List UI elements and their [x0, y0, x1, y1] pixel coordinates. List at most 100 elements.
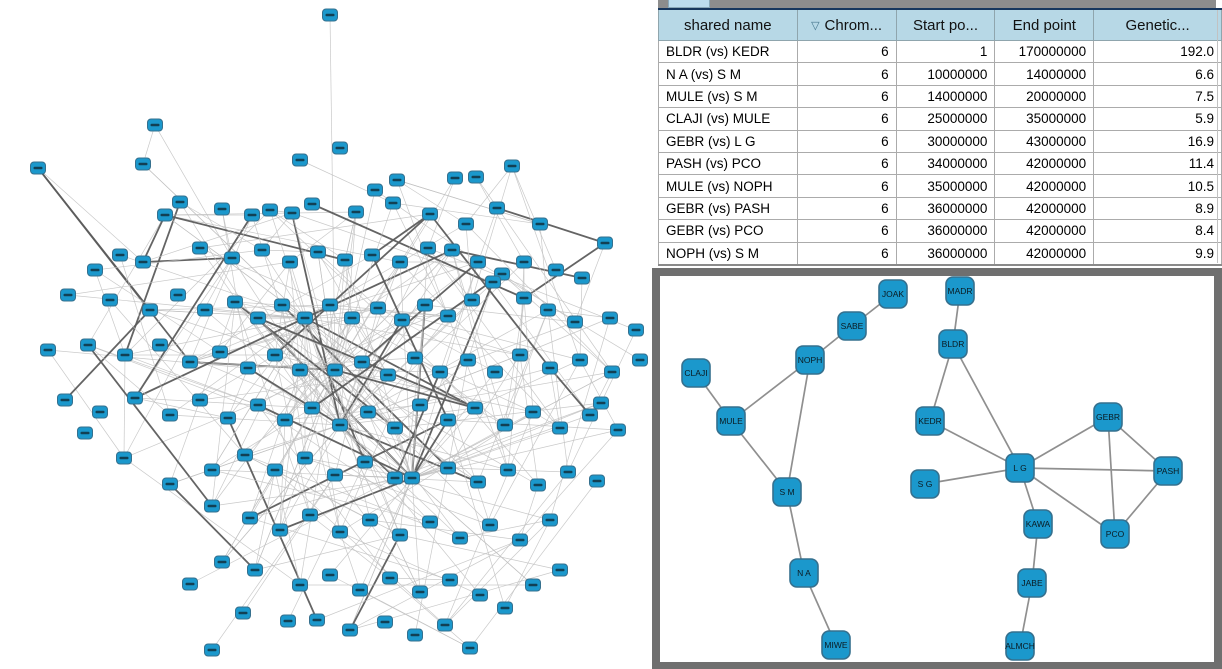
table-row[interactable]: MULE (vs) S M 6 14000000 20000000 7.5	[658, 84, 1222, 109]
subnetwork-node-MADR[interactable]: MADR	[945, 276, 975, 306]
table-cell[interactable]: 6	[796, 219, 897, 243]
overview-edge[interactable]	[492, 281, 591, 416]
overview-edge[interactable]	[227, 367, 249, 419]
overview-node[interactable]	[224, 251, 240, 265]
node-shape[interactable]	[1093, 402, 1123, 432]
overview-node[interactable]	[464, 293, 480, 307]
overview-node[interactable]	[237, 448, 253, 462]
overview-node[interactable]	[244, 208, 260, 222]
overview-node[interactable]	[337, 253, 353, 267]
overview-edge[interactable]	[334, 369, 401, 536]
node-shape[interactable]	[915, 406, 945, 436]
overview-edge[interactable]	[219, 261, 291, 353]
overview-node[interactable]	[204, 643, 220, 657]
overview-node[interactable]	[240, 361, 256, 375]
overview-node[interactable]	[112, 248, 128, 262]
overview-node[interactable]	[304, 197, 320, 211]
table-cell[interactable]: GEBR (vs) PASH	[658, 196, 798, 221]
node-shape[interactable]	[1005, 453, 1035, 483]
overview-node[interactable]	[182, 355, 198, 369]
overview-edge[interactable]	[47, 349, 249, 369]
overview-node[interactable]	[204, 499, 220, 513]
table-cell[interactable]: MULE (vs) S M	[658, 84, 798, 109]
overview-edge[interactable]	[574, 242, 606, 323]
overview-edge[interactable]	[244, 424, 341, 456]
overview-node[interactable]	[310, 245, 326, 259]
table-row[interactable]: MULE (vs) NOPH 6 35000000 42000000 10.5	[658, 174, 1222, 198]
overview-node[interactable]	[420, 241, 436, 255]
overview-edge[interactable]	[179, 201, 263, 251]
overview-node[interactable]	[360, 405, 376, 419]
overview-node[interactable]	[292, 578, 308, 592]
overview-node[interactable]	[192, 241, 208, 255]
overview-edge[interactable]	[189, 361, 336, 371]
node-shape[interactable]	[821, 630, 851, 660]
overview-node[interactable]	[214, 555, 230, 569]
overview-node[interactable]	[272, 523, 288, 537]
overview-node[interactable]	[304, 401, 320, 415]
overview-edge[interactable]	[396, 179, 541, 225]
overview-node[interactable]	[142, 303, 158, 317]
overview-edge[interactable]	[334, 249, 453, 371]
overview-edge[interactable]	[496, 207, 606, 244]
overview-edge[interactable]	[289, 261, 341, 426]
overview-edge[interactable]	[547, 309, 611, 319]
overview-edge[interactable]	[579, 359, 619, 431]
overview-edge[interactable]	[279, 369, 336, 531]
table-cell[interactable]: 25000000	[895, 107, 996, 131]
overview-node[interactable]	[597, 236, 613, 250]
overview-edge[interactable]	[87, 344, 171, 416]
overview-edge[interactable]	[344, 259, 413, 479]
table-cell[interactable]: 20000000	[994, 84, 1095, 109]
overview-node[interactable]	[525, 405, 541, 419]
overview-node[interactable]	[447, 171, 463, 185]
subnetwork-node-MIWE[interactable]: MIWE	[821, 630, 851, 660]
overview-edge[interactable]	[439, 207, 498, 373]
overview-edge[interactable]	[221, 424, 341, 563]
subnetwork-edge[interactable]	[1107, 416, 1116, 535]
overview-node[interactable]	[552, 563, 568, 577]
table-cell[interactable]: 14000000	[895, 84, 996, 109]
overview-edge[interactable]	[299, 159, 394, 204]
overview-node[interactable]	[582, 408, 598, 422]
overview-edge[interactable]	[164, 211, 357, 216]
overview-edge[interactable]	[329, 304, 413, 479]
overview-edge[interactable]	[164, 214, 401, 263]
overview-network-canvas[interactable]	[0, 0, 652, 669]
overview-edge[interactable]	[269, 209, 346, 261]
overview-edge[interactable]	[134, 397, 313, 409]
overview-edge[interactable]	[334, 369, 491, 526]
overview-edge[interactable]	[523, 242, 606, 299]
overview-node[interactable]	[302, 508, 318, 522]
overview-node[interactable]	[512, 533, 528, 547]
table-cell[interactable]: 6	[796, 241, 897, 266]
overview-edge[interactable]	[242, 474, 336, 614]
overview-edge[interactable]	[334, 202, 394, 371]
table-cell[interactable]: 6.6	[1093, 62, 1222, 86]
overview-node[interactable]	[516, 291, 532, 305]
edge-attribute-table[interactable]: shared name ▽ Chrom... Start po... End point…	[658, 8, 1222, 266]
table-row[interactable]: NOPH (vs) S M 6 36000000 42000000 9.9	[658, 241, 1222, 266]
overview-edge[interactable]	[169, 301, 236, 485]
overview-edge[interactable]	[199, 247, 331, 306]
subnetwork-node-S M[interactable]: S M	[772, 477, 802, 507]
overview-edge[interactable]	[392, 202, 541, 225]
overview-edge[interactable]	[371, 254, 449, 421]
overview-node[interactable]	[135, 255, 151, 269]
overview-node[interactable]	[162, 477, 178, 491]
table-cell[interactable]: 11.4	[1093, 151, 1222, 176]
subnetwork-node-MULE[interactable]: MULE	[716, 406, 746, 436]
overview-node[interactable]	[470, 255, 486, 269]
overview-edge[interactable]	[451, 249, 506, 426]
overview-node[interactable]	[135, 157, 151, 171]
overview-node[interactable]	[593, 396, 609, 410]
table-row[interactable]: GEBR (vs) L G 6 30000000 43000000 16.9	[658, 129, 1222, 153]
subnetwork-node-GEBR[interactable]: GEBR	[1093, 402, 1123, 432]
overview-node[interactable]	[57, 393, 73, 407]
overview-edge[interactable]	[123, 457, 301, 586]
overview-edge[interactable]	[211, 317, 306, 507]
node-shape[interactable]	[878, 279, 908, 309]
overview-edge[interactable]	[124, 354, 259, 406]
overview-edge[interactable]	[339, 411, 534, 533]
overview-node[interactable]	[40, 343, 56, 357]
